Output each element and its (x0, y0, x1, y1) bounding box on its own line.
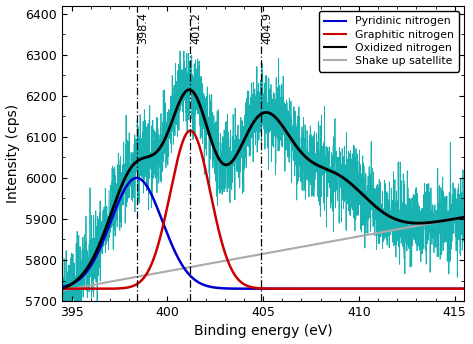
Text: 398.4: 398.4 (138, 12, 148, 44)
X-axis label: Binding energy (eV): Binding energy (eV) (194, 324, 333, 338)
Text: 401.2: 401.2 (192, 12, 202, 44)
Y-axis label: Intensity (cps): Intensity (cps) (6, 104, 19, 203)
Text: 404.9: 404.9 (263, 12, 273, 44)
Legend: Pyridinic nitrogen, Graphitic nitrogen, Oxidized nitrogen, Shake up satellite: Pyridinic nitrogen, Graphitic nitrogen, … (319, 11, 459, 72)
